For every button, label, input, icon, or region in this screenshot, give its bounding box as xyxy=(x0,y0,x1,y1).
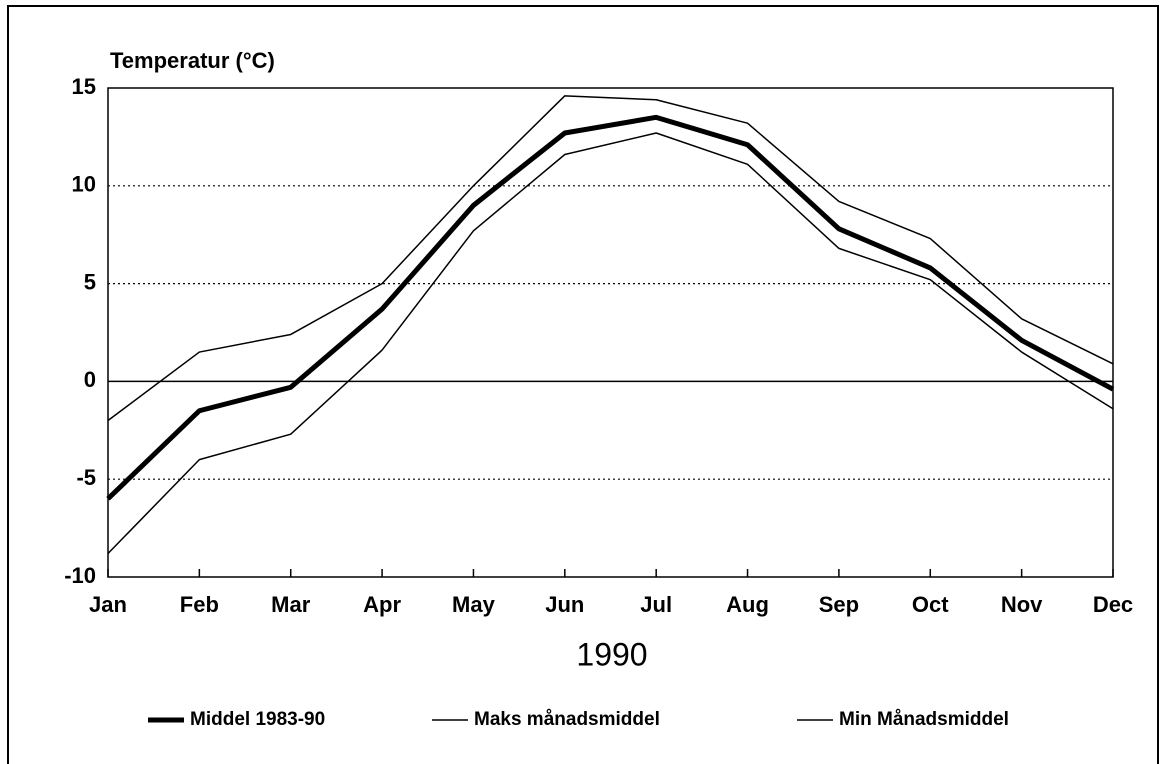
legend-label: Maks månadsmiddel xyxy=(474,709,660,730)
x-tick-label: Apr xyxy=(363,592,401,617)
plot-area xyxy=(107,87,1114,578)
x-tick-label: Oct xyxy=(912,592,949,617)
x-tick-label: Nov xyxy=(1001,592,1043,617)
x-tick-label: Jun xyxy=(545,592,584,617)
x-tick-label: Jul xyxy=(640,592,672,617)
legend-label: Middel 1983-90 xyxy=(190,709,325,730)
y-tick-label: 0 xyxy=(84,367,96,392)
y-tick-label: 10 xyxy=(72,172,96,197)
x-tick-label: May xyxy=(452,592,496,617)
data-line xyxy=(107,95,1114,422)
x-tick-label: Dec xyxy=(1093,592,1133,617)
y-axis-label: Temperatur (°C) xyxy=(110,48,275,73)
x-tick-label: Feb xyxy=(180,592,219,617)
frame xyxy=(7,5,1159,764)
data-line xyxy=(107,132,1114,555)
y-tick-label: 5 xyxy=(84,269,96,294)
x-tick-label: Aug xyxy=(726,592,769,617)
x-tick-label: Sep xyxy=(819,592,859,617)
x-tick-label: Mar xyxy=(271,592,311,617)
y-tick-label: -10 xyxy=(64,563,96,588)
data-line xyxy=(106,114,1115,501)
y-tick-label: -5 xyxy=(76,465,96,490)
x-tick-label: Jan xyxy=(89,592,127,617)
legend-label: Min Månadsmiddel xyxy=(839,709,1009,730)
x-axis-label: 1990 xyxy=(576,636,647,672)
y-tick-label: 15 xyxy=(72,74,96,99)
